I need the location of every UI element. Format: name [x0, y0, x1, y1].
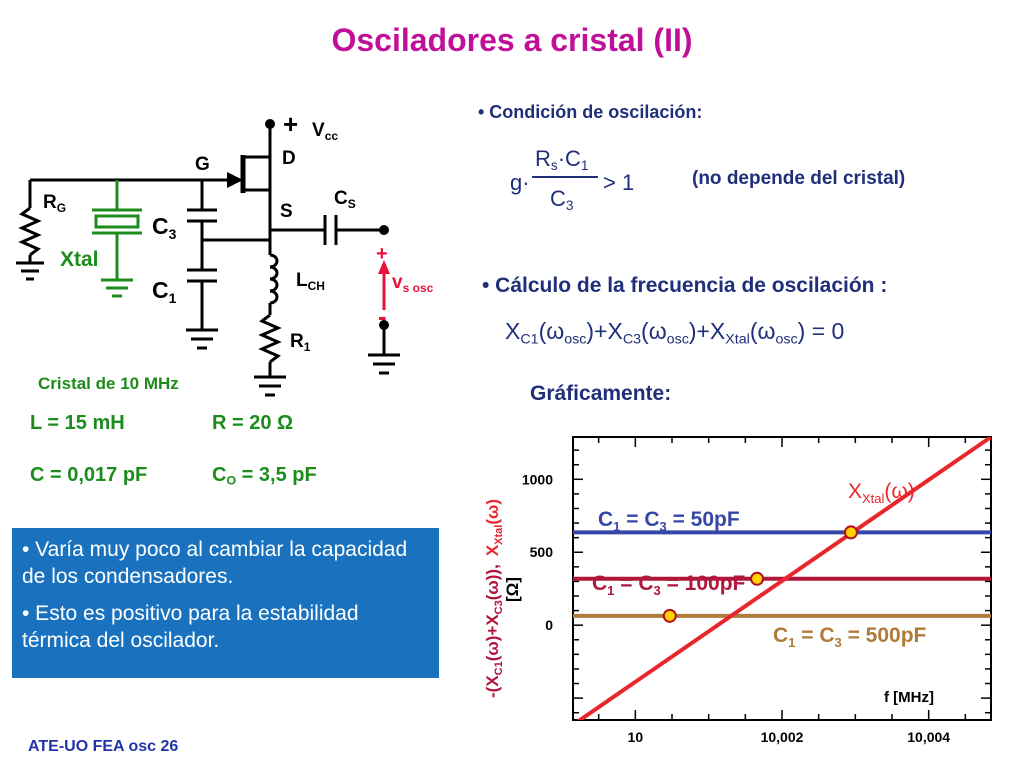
note-box: • Varía muy poco al cambiar la capacidad… — [12, 528, 439, 678]
vcc-terminal — [265, 119, 275, 129]
c1-label: C1 — [152, 277, 177, 306]
xtal-label: Xtal — [60, 248, 99, 271]
cs-label: CS — [334, 188, 356, 211]
xtal-curve — [576, 437, 991, 720]
condition-gt: > 1 — [603, 170, 635, 195]
rg-resistor — [18, 206, 42, 257]
condition-note: (no depende del cristal) — [692, 168, 906, 189]
lch-inductor — [269, 253, 279, 305]
y-tick-label: 0 — [545, 617, 553, 633]
condition-numerator: Rs·C1 — [535, 146, 589, 174]
ground-terminal — [379, 320, 389, 330]
drain-label: D — [282, 148, 296, 169]
output-terminal — [379, 225, 389, 235]
x-tick-label: 10 — [628, 729, 644, 745]
r1-resistor — [258, 313, 282, 364]
param-l: L = 15 mH — [30, 412, 125, 434]
mosfet-arrow — [227, 172, 243, 188]
graph-heading: Gráficamente: — [530, 382, 672, 405]
condition-g: g· — [510, 170, 530, 195]
frequency-heading: • Cálculo de la frecuencia de oscilación… — [482, 274, 888, 297]
note-item-2: • Esto es positivo para la estabilidad t… — [22, 602, 359, 652]
condition-denominator: C3 — [550, 186, 574, 214]
vcc-label: Vcc — [312, 120, 338, 143]
series-label-100pf: C1 = C3 = 100pF — [592, 572, 746, 598]
source-label: S — [280, 201, 293, 222]
gate-label: G — [195, 154, 210, 175]
vcc-plus: + — [283, 109, 298, 139]
vout-minus: - — [378, 301, 387, 331]
rg-label: RG — [43, 192, 66, 215]
fraction-bar — [532, 176, 598, 178]
y-tick-label: 500 — [530, 544, 554, 560]
xtal-curve-label: XXtal(ω) — [848, 480, 915, 506]
param-r: R = 20 Ω — [212, 412, 294, 434]
param-co: CO = 3,5 pF — [212, 464, 317, 488]
r1-label: R1 — [290, 331, 311, 354]
intersection-marker-1 — [750, 571, 765, 586]
frequency-equation: XC1(ωosc)+XC3(ωosc)+XXtal(ωosc) = 0 — [505, 318, 845, 348]
intersection-marker-0 — [843, 525, 858, 540]
y-axis-label: -(XC1(ω)+XC3(ω)),XXtal(ω) — [483, 499, 505, 698]
x-tick-label: 10,004 — [907, 729, 950, 745]
frequency-chart: 10 10,002 10,004 0 500 1000 C1 = C3 = 50pF C1… — [483, 436, 992, 745]
crystal-caption: Cristal de 10 MHz — [38, 374, 179, 393]
lch-label: LCH — [296, 270, 325, 293]
param-c: C = 0,017 pF — [30, 464, 148, 486]
c3-label: C3 — [152, 213, 177, 242]
intersection-marker-2 — [662, 608, 677, 623]
vout-plus: + — [376, 243, 388, 265]
xtal-crystal — [92, 180, 142, 298]
y-tick-label: 1000 — [522, 471, 553, 487]
condition-heading: • Condición de oscilación: — [478, 102, 703, 122]
footer-label: ATE-UO FEA osc 26 — [28, 738, 179, 755]
note-item-1: • Varía muy poco al cambiar la capacidad… — [22, 538, 408, 588]
series-label-500pf: C1 = C3 = 500pF — [773, 624, 927, 650]
x-tick-label: 10,002 — [761, 729, 804, 745]
y-axis-units: [Ω] — [503, 577, 522, 602]
x-axis-label: f [MHz] — [884, 689, 934, 706]
vout-label: vs osc — [392, 272, 434, 295]
series-label-50pf: C1 = C3 = 50pF — [598, 508, 740, 534]
page-title: Osciladores a cristal (II) — [331, 22, 693, 58]
oscillator-circuit: + Vcc D G S RG CS C3 C1 Xtal LCH R1 + - … — [16, 109, 434, 397]
